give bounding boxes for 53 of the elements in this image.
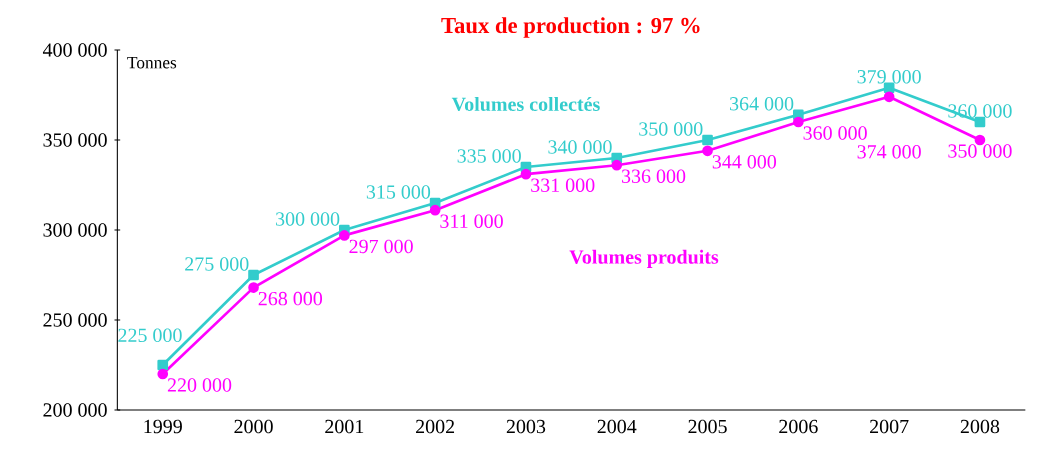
y-tick-label: 400 000 [42, 43, 107, 57]
data-label: 268 000 [258, 291, 323, 306]
point [157, 368, 169, 380]
point [339, 230, 350, 241]
x-tick-label: 2003 [506, 419, 546, 434]
chart-title: Taux de production : 97 % [441, 17, 700, 38]
point [520, 168, 532, 180]
x-tick-label: 2005 [688, 419, 727, 434]
data-label: 300 000 [276, 212, 340, 226]
data-label: 364 000 [730, 97, 794, 111]
x-tick-label: 2007 [870, 419, 909, 434]
point [883, 82, 895, 94]
data-label: 331 000 [531, 178, 595, 192]
x-tick-label: 2001 [325, 419, 364, 434]
data-label: 350 000 [948, 144, 1012, 158]
text: Volumes produits [569, 249, 719, 268]
data-label: 340 000 [548, 140, 612, 154]
point [429, 204, 441, 216]
y-tick-label: 200 000 [43, 403, 107, 417]
point [702, 134, 713, 146]
data-label: 297 000 [349, 239, 413, 254]
x-tick-label: 2006 [779, 419, 818, 434]
data-label: 336 000 [621, 169, 686, 183]
x-tick-label: 1999 [144, 419, 182, 434]
data-label: 315 000 [366, 185, 431, 199]
point [793, 116, 804, 128]
x-tick-label: 2000 [234, 419, 273, 434]
x-tick-label: 2008 [960, 419, 1000, 434]
point [974, 116, 986, 128]
point [248, 282, 259, 293]
point [611, 159, 623, 171]
y-tick-label: 300 000 [43, 223, 107, 237]
y-axis-title: Tonnes [127, 56, 177, 69]
point [974, 134, 986, 146]
data-label: 344 000 [712, 155, 777, 169]
data-label: 311 000 [440, 214, 503, 228]
point [702, 145, 713, 157]
x-tick-label: 2004 [597, 419, 637, 434]
point [248, 269, 259, 281]
y-tick-label: 350 000 [43, 133, 107, 147]
text: Volumes collectés [451, 96, 600, 112]
data-label: 275 000 [185, 257, 249, 271]
data-label: 335 000 [457, 149, 521, 163]
point [157, 359, 169, 371]
data-label: 374 000 [857, 145, 921, 159]
point [883, 91, 895, 103]
data-label: 220 000 [167, 378, 232, 392]
y-tick-label: 250 000 [43, 313, 107, 327]
x-tick-label: 2002 [416, 419, 455, 434]
data-label: 379 000 [857, 70, 921, 84]
data-label: 225 000 [118, 328, 182, 343]
data-label: 360 000 [803, 126, 867, 140]
data-label: 350 000 [639, 122, 703, 136]
